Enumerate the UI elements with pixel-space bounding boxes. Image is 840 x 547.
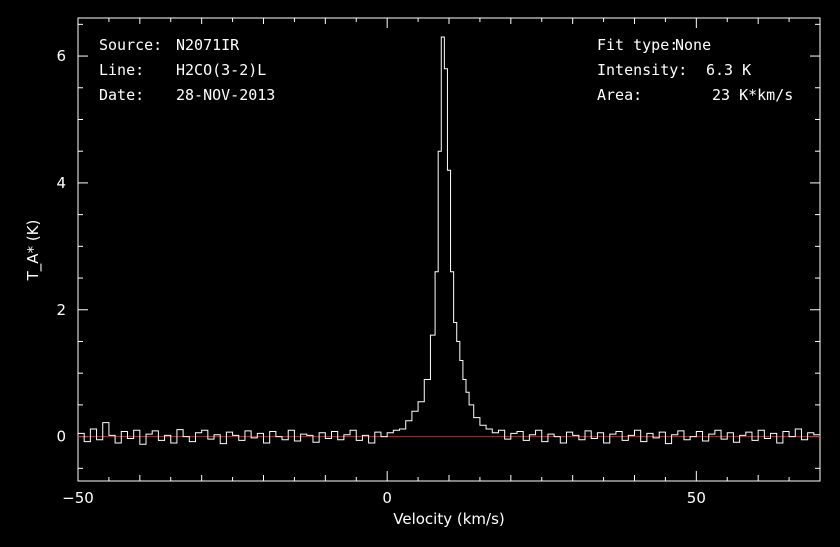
x-tick-label: 0 bbox=[382, 489, 392, 507]
line-value: H2CO(3-2)L bbox=[176, 61, 266, 79]
x-axis-label: Velocity (km/s) bbox=[393, 510, 504, 528]
fit-type-label: Fit type: bbox=[597, 36, 678, 54]
y-axis-label: T_A* (K) bbox=[24, 220, 43, 282]
intensity-label: Intensity: bbox=[597, 61, 687, 79]
intensity-value: 6.3 K bbox=[706, 61, 751, 79]
y-tick-label: 0 bbox=[56, 428, 66, 446]
axis-tick-labels: −50 0 50 0 2 4 6 bbox=[56, 47, 705, 507]
y-tick-label: 4 bbox=[56, 174, 66, 192]
axis-ticks bbox=[77, 18, 821, 481]
fit-type-value: None bbox=[675, 36, 711, 54]
x-tick-label: −50 bbox=[62, 489, 94, 507]
area-label: Area: bbox=[597, 86, 642, 104]
source-label: Source: bbox=[99, 36, 162, 54]
y-tick-label: 2 bbox=[56, 301, 66, 319]
spectrum-trace bbox=[78, 36, 820, 445]
area-value: 23 K*km/s bbox=[712, 86, 793, 104]
line-label: Line: bbox=[99, 61, 144, 79]
date-value: 28-NOV-2013 bbox=[176, 86, 275, 104]
date-label: Date: bbox=[99, 86, 144, 104]
y-tick-label: 6 bbox=[56, 47, 66, 65]
source-value: N2071IR bbox=[176, 36, 240, 54]
x-tick-label: 50 bbox=[687, 489, 706, 507]
